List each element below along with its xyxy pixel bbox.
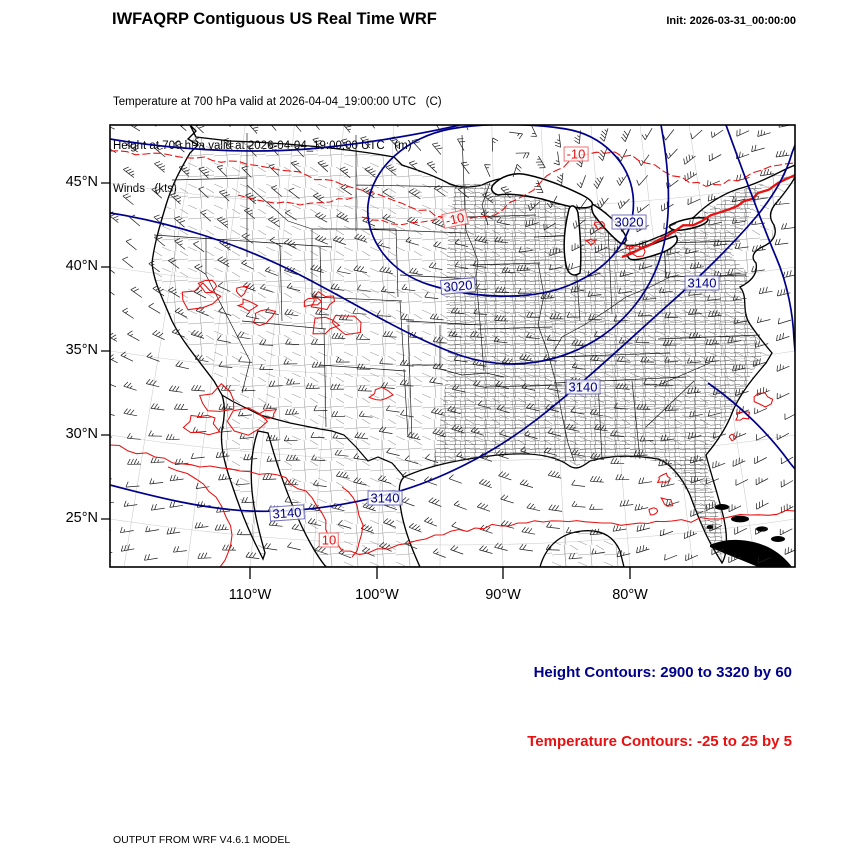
yucatan-outline xyxy=(539,530,625,567)
lat-axis-label: 35°N xyxy=(65,342,98,358)
winds-field-line: Winds (kts) xyxy=(113,183,177,195)
lat-axis-label: 40°N xyxy=(65,258,98,274)
lon-axis-label: 100°W xyxy=(355,587,399,603)
temperature-legend-line: Temperature Contours: -25 to 25 by 5 xyxy=(527,733,792,750)
lon-axis-label: 90°W xyxy=(485,587,521,603)
lon-axis-label: 110°W xyxy=(228,587,272,603)
lat-axis-label: 45°N xyxy=(65,174,98,190)
wind-barbs xyxy=(110,125,795,564)
temperature-field-line: Temperature at 700 hPa valid at 2026-04-… xyxy=(113,96,442,108)
model-info-block: OUTPUT FROM WRF V4.6.1 MODEL WE = 580 ; … xyxy=(113,808,526,850)
contour-legend: Height Contours: 2900 to 3320 by 60 Temp… xyxy=(527,615,792,799)
page-title: IWFAQRP Contiguous US Real Time WRF xyxy=(112,10,437,28)
axis-ticks xyxy=(101,182,631,579)
lat-axis-label: 30°N xyxy=(65,426,98,442)
map-frame xyxy=(109,124,796,568)
mexico-border xyxy=(221,394,405,478)
height-legend-line: Height Contours: 2900 to 3320 by 60 xyxy=(533,664,792,681)
dense-county-florida xyxy=(662,457,724,557)
map-canvas xyxy=(101,124,796,579)
init-timestamp: Init: 2026-03-31_00:00:00 xyxy=(666,15,796,27)
model-version-line: OUTPUT FROM WRF V4.6.1 MODEL xyxy=(113,834,291,846)
height-contours xyxy=(110,125,795,513)
lat-axis-label: 25°N xyxy=(65,510,98,526)
lon-axis-label: 80°W xyxy=(612,587,648,603)
dense-county-region xyxy=(432,180,764,481)
